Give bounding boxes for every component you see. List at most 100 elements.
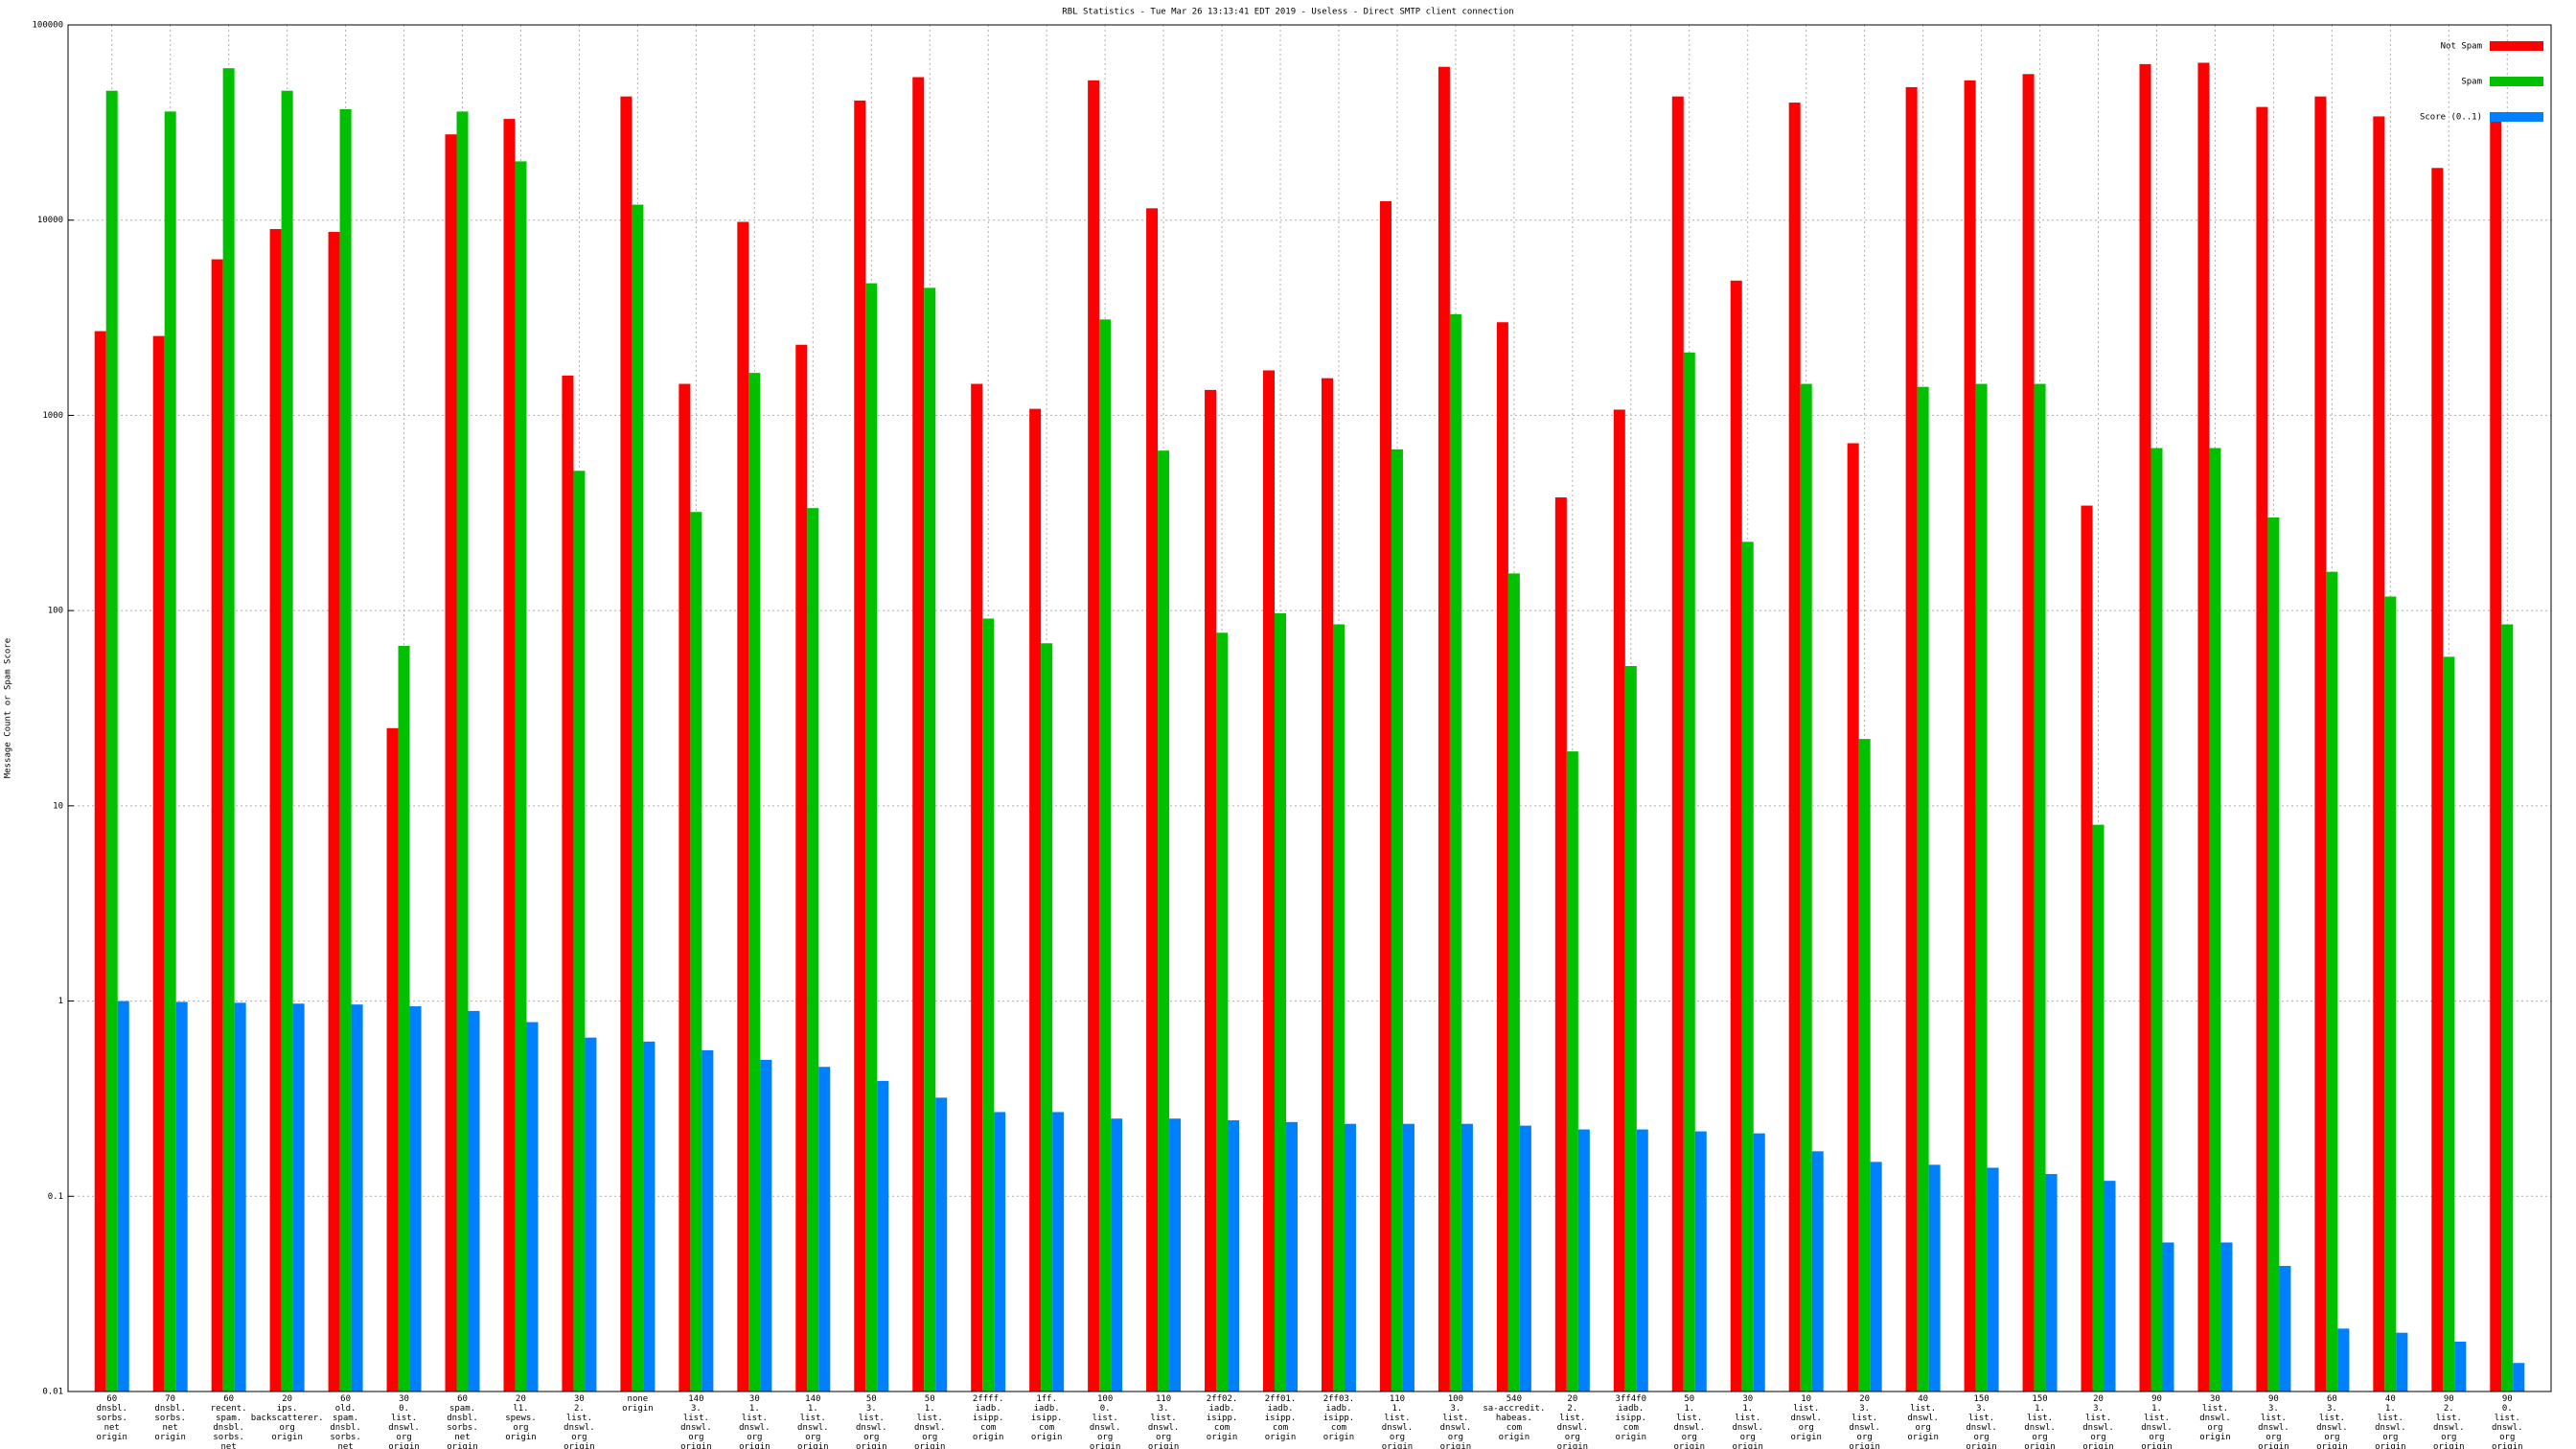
x-tick-label-line: com: [1214, 1423, 1230, 1433]
bar: [1554, 497, 1567, 1392]
bar: [924, 288, 936, 1392]
x-tick-label-line: dnswl.: [564, 1423, 595, 1433]
x-tick-label-line: 50: [866, 1394, 877, 1404]
x-tick-label-line: dnswl.: [2375, 1423, 2406, 1433]
bar: [2314, 96, 2327, 1392]
x-tick-label: 20 2. list. dnswl. org origin: [1557, 1394, 1589, 1449]
bar: [1449, 313, 1461, 1392]
x-tick-label: 50 3. list. dnswl. org origin: [856, 1394, 887, 1449]
bar: [1917, 386, 1929, 1392]
x-tick-label-line: list.: [2378, 1414, 2404, 1423]
x-tick-label-line: list.: [2261, 1414, 2287, 1423]
x-tick-label: 20 3. list. dnswl. org origin: [2082, 1394, 2114, 1449]
x-tick-label-line: 0.: [399, 1404, 409, 1414]
chart-title: RBL Statistics - Tue Mar 26 13:13:41 EDT…: [1062, 8, 1513, 17]
x-tick-label-line: origin: [2024, 1442, 2056, 1449]
x-tick-label-line: dnswl.: [2433, 1423, 2465, 1433]
x-tick-label: 2ff02. iadb. isipp. com origin: [1207, 1394, 1238, 1442]
x-tick-label-line: origin: [1616, 1433, 1647, 1442]
x-tick-label-line: spam.: [333, 1414, 358, 1423]
bar: [1928, 1164, 1941, 1392]
x-tick-label-line: recent.: [211, 1404, 247, 1414]
x-tick-label-line: origin: [1323, 1433, 1355, 1442]
x-tick-label-line: 90: [2444, 1394, 2454, 1404]
bar: [702, 1049, 714, 1392]
bar: [1158, 450, 1170, 1392]
x-tick-label-line: origin: [1732, 1442, 1763, 1449]
x-tick-label-line: dnsbl.: [447, 1414, 478, 1423]
bar: [1286, 1121, 1299, 1392]
x-tick-label-line: 2.: [1567, 1404, 1577, 1414]
x-tick-label-line: 1.: [1742, 1404, 1753, 1414]
x-tick-label: 20 3. list. dnswl. org origin: [1849, 1394, 1880, 1449]
x-tick-label-line: com: [1623, 1423, 1639, 1433]
bar: [2139, 63, 2151, 1392]
x-tick-label-line: 1.: [925, 1404, 935, 1414]
bar: [2197, 62, 2210, 1392]
bar: [2384, 596, 2397, 1392]
x-tick-label-line: origin: [447, 1442, 478, 1449]
x-tick-label: 110 1. list. dnswl. org origin: [1382, 1394, 1414, 1449]
bar: [2337, 1328, 2350, 1392]
bar: [2045, 1174, 2058, 1392]
bar: [854, 100, 866, 1392]
bar: [1636, 1129, 1648, 1392]
bar: [632, 204, 644, 1392]
bar: [760, 1059, 772, 1392]
bar: [2150, 448, 2163, 1392]
x-tick-label-line: l1.: [513, 1404, 528, 1414]
x-tick-label: 1ff. iadb. isipp. com origin: [1031, 1394, 1063, 1442]
bar: [1753, 1133, 1765, 1392]
bar: [643, 1041, 656, 1392]
x-tick-label-line: 90: [2151, 1394, 2162, 1404]
bar: [748, 373, 761, 1392]
x-tick-label-line: 40: [1918, 1394, 1928, 1404]
bar: [795, 344, 808, 1392]
x-tick-label: 40 1. list. dnswl. org origin: [2375, 1394, 2406, 1449]
x-tick-label-line: com: [1273, 1423, 1288, 1433]
x-tick-label-line: org: [2207, 1423, 2222, 1433]
x-tick-label-line: list.: [2495, 1414, 2520, 1423]
bar: [526, 1022, 539, 1392]
x-tick-label: 50 1. list. dnswl. org origin: [914, 1394, 946, 1449]
x-tick-label-line: org: [2032, 1433, 2047, 1442]
x-tick-label-line: dnswl.: [1790, 1414, 1822, 1423]
bar: [2209, 448, 2221, 1392]
bar: [222, 68, 235, 1392]
y-tick-label: 0.1: [48, 1192, 63, 1202]
x-tick-label-line: origin: [271, 1433, 303, 1442]
x-tick-label-line: isipp.: [1031, 1414, 1063, 1423]
x-tick-label-line: org: [863, 1433, 879, 1442]
bar: [152, 335, 165, 1392]
x-tick-label-line: sorbs.: [213, 1433, 244, 1442]
x-tick-label-line: origin: [1499, 1433, 1530, 1442]
x-tick-label-line: org: [1857, 1433, 1873, 1442]
x-tick-label-line: origin: [1557, 1442, 1589, 1449]
x-tick-label-line: origin: [622, 1404, 654, 1414]
legend-label: Spam: [2461, 78, 2482, 87]
x-tick-label-line: 3.: [1159, 1404, 1169, 1414]
bar: [292, 1003, 305, 1392]
bar: [2034, 383, 2046, 1392]
bar: [1847, 443, 1859, 1392]
x-tick-label-line: com: [1331, 1423, 1346, 1433]
bar: [2490, 115, 2502, 1392]
x-tick-label-line: org: [2324, 1433, 2339, 1442]
x-tick-label-line: 60: [340, 1394, 351, 1404]
x-tick-label-line: org: [747, 1433, 762, 1442]
x-tick-label-line: dnswl.: [739, 1423, 770, 1433]
x-tick-label-line: origin: [1440, 1442, 1472, 1449]
x-tick-label-line: 10: [1801, 1394, 1811, 1404]
x-tick-label-line: 150: [1973, 1394, 1989, 1404]
bar: [1263, 370, 1276, 1392]
bar: [211, 259, 223, 1392]
x-tick-label-line: dnswl.: [1382, 1423, 1414, 1433]
x-tick-label-line: 1.: [749, 1404, 760, 1414]
x-tick-label-line: dnswl.: [2258, 1423, 2289, 1433]
x-tick-label-line: spam.: [216, 1414, 242, 1423]
x-tick-label: 540 sa-accredit. habeas. com origin: [1483, 1394, 1545, 1442]
x-tick-label-line: dnswl.: [1557, 1423, 1589, 1433]
legend-label: Not Spam: [2441, 42, 2482, 52]
x-tick-label-line: com: [1506, 1423, 1522, 1433]
